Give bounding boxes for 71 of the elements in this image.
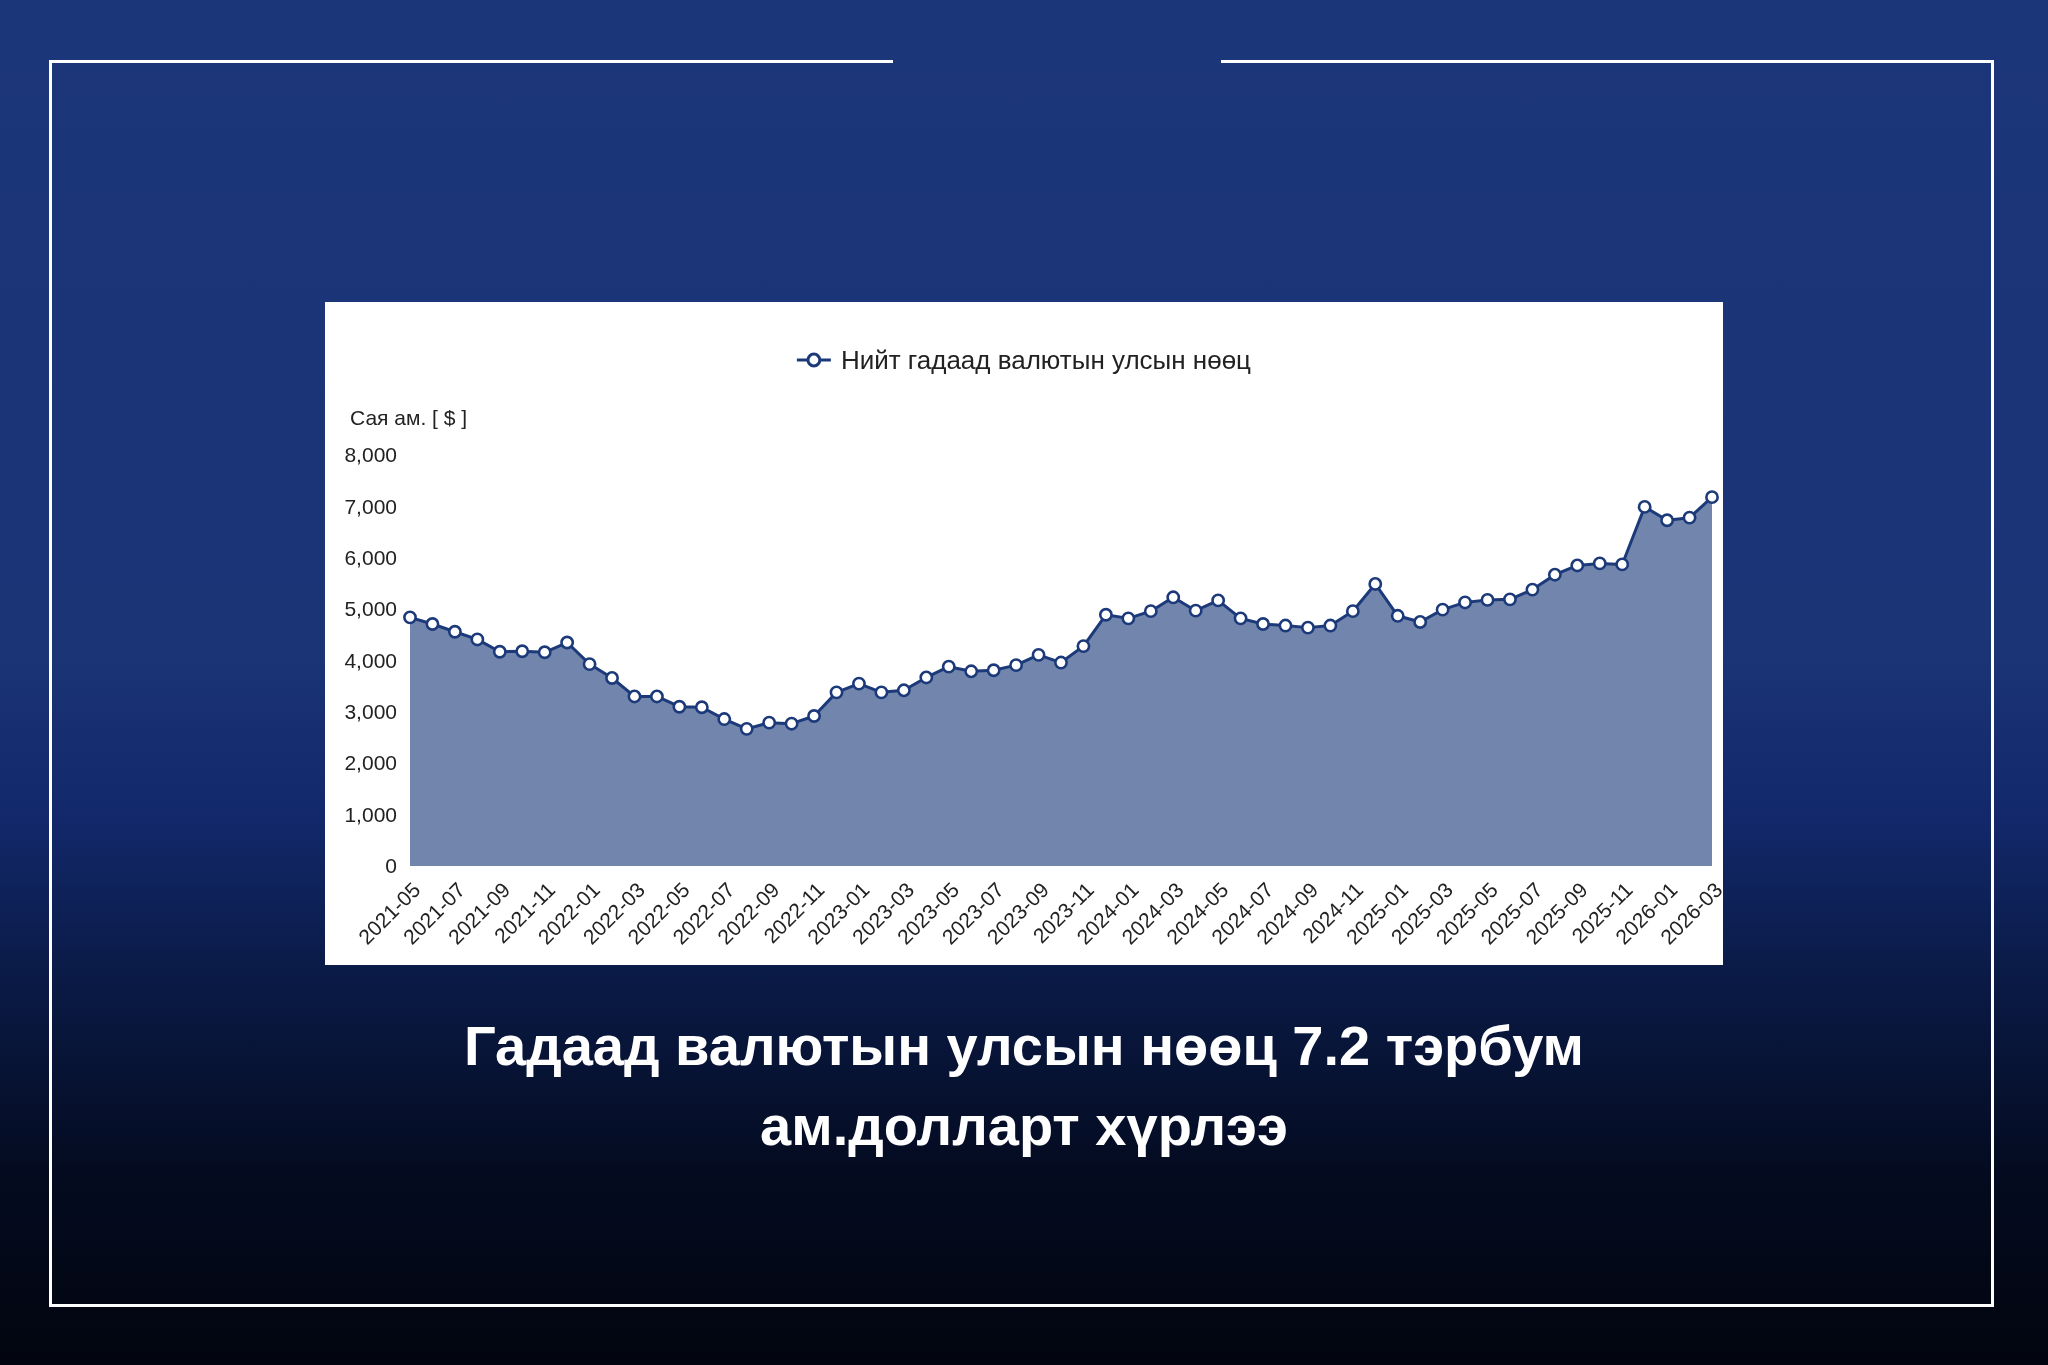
y-tick-label: 4,000 [344,648,397,672]
point [403,610,417,625]
y-tick-label: 3,000 [344,700,397,724]
point [807,709,822,723]
point [694,700,709,715]
point [1211,593,1226,608]
point [852,676,866,691]
point [537,645,552,660]
y-tick-label: 6,000 [344,545,397,569]
point [1637,499,1652,514]
point [1413,615,1428,629]
y-axis-title: Сая ам. [ $ ] [350,406,468,429]
point [829,685,844,700]
point [470,632,485,647]
y-tick-label: 5,000 [344,597,397,621]
point [1503,592,1517,607]
point [1121,611,1136,626]
y-tick-label: 7,000 [344,494,397,518]
point [1705,490,1719,505]
point [605,671,619,685]
point [1615,557,1630,572]
point [1009,658,1024,673]
point [1592,556,1607,571]
point [896,683,911,698]
point [1480,592,1495,607]
point [1682,510,1697,525]
point [492,644,507,659]
point [762,715,777,730]
point [672,699,687,714]
point [941,659,956,674]
point [1188,603,1203,618]
point [649,689,664,704]
y-tick-label: 2,000 [344,751,397,775]
point [515,644,530,659]
point [739,721,754,736]
legend-label: Нийт гадаад валютын улсын нөөц [840,345,1252,376]
point [1390,608,1405,623]
point [986,663,1001,678]
point [1547,567,1562,582]
point [1278,618,1293,633]
y-tick-label: 0 [385,854,397,878]
point [1570,558,1585,573]
point [874,685,889,700]
point [1076,639,1091,654]
point [1098,607,1113,622]
y-tick-label: 8,000 [344,443,397,467]
point [1300,620,1315,635]
point [1323,618,1338,633]
text: Гадаад валютын улсын нөөц 7.2 тэрбум ам.долларт хүрлээ [463,1013,1585,1159]
point [919,670,934,685]
point [447,624,462,639]
point [784,716,799,731]
point [627,689,642,704]
point [964,664,979,679]
point [560,635,575,650]
point [1525,582,1540,597]
point [1054,655,1068,670]
point [1166,590,1181,605]
point [582,657,597,672]
point [1458,595,1473,610]
point [1143,604,1158,619]
point [1256,617,1270,631]
point [717,712,732,726]
point [1435,602,1450,617]
point [1660,513,1675,528]
point [425,617,440,631]
y-tick-label: 1,000 [344,802,397,826]
point [1368,577,1383,591]
point [1233,611,1248,626]
point [1345,604,1360,619]
point [1031,647,1046,662]
